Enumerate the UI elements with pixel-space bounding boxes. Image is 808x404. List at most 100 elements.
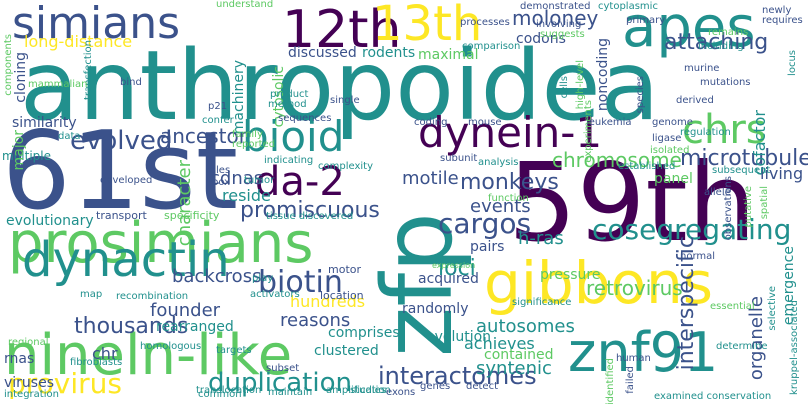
word: pairs — [470, 239, 505, 255]
word: cells — [559, 76, 570, 99]
word: normal — [680, 251, 716, 262]
word: comparison — [462, 41, 521, 52]
word: anthropoidea — [20, 30, 660, 142]
word: ancestor — [160, 124, 247, 148]
word: function — [488, 193, 529, 204]
word: coding — [414, 117, 448, 128]
word: evolution — [426, 329, 492, 345]
word: genome — [652, 117, 693, 128]
word: essential — [710, 301, 755, 312]
word: sequences — [278, 113, 332, 124]
word: da-2 — [255, 159, 345, 205]
word: events — [470, 196, 531, 217]
word: method — [268, 99, 307, 110]
word: subsequent — [712, 165, 771, 176]
word: mouse — [468, 117, 502, 128]
word: reasons — [280, 310, 351, 331]
word: apes — [622, 0, 756, 60]
word: observations — [723, 176, 734, 241]
word: selective — [767, 286, 778, 331]
word: character — [174, 160, 195, 247]
word: dynein-1 — [418, 108, 603, 157]
word: homologous — [140, 341, 202, 352]
word: contained — [484, 347, 554, 363]
word: primary — [626, 15, 666, 26]
word: autosomes — [476, 316, 575, 337]
word: nineln-like — [4, 323, 293, 388]
word: discussed — [288, 45, 357, 61]
word: znf91 — [568, 321, 719, 384]
word: comprises — [328, 325, 400, 341]
word: long-distance — [24, 32, 133, 51]
word: cdnas — [210, 168, 264, 189]
word: rodents — [362, 45, 416, 61]
word: box — [212, 177, 231, 188]
word: clustered — [314, 343, 379, 359]
word: involving — [536, 19, 582, 30]
word: cytoplasmic — [598, 1, 658, 12]
word: h-ras — [518, 228, 564, 249]
word: duplication — [208, 368, 352, 398]
word: confer — [202, 115, 234, 126]
word: motor — [328, 263, 362, 276]
word: kruppel-associated — [789, 300, 800, 395]
word: play — [252, 273, 274, 284]
word: syntenic — [476, 358, 552, 379]
word: translocation — [196, 385, 262, 396]
word: bioid — [242, 112, 345, 161]
word: monkeys — [460, 170, 559, 195]
word: chromosome — [552, 148, 682, 172]
word: regional — [8, 337, 49, 348]
word: failed — [625, 366, 636, 394]
word: pressure — [540, 267, 601, 283]
word: gibbons — [484, 249, 714, 317]
word: remains — [708, 27, 749, 38]
word: family — [232, 129, 263, 140]
word: product — [270, 89, 309, 100]
word: complexity — [318, 161, 373, 172]
word: loci — [438, 256, 476, 281]
word: acquired — [418, 271, 479, 287]
word: 59th — [508, 141, 757, 266]
word: machinery — [231, 60, 247, 135]
word: cosegregating — [592, 213, 792, 246]
word: detect — [466, 381, 498, 392]
word: rnas — [4, 351, 35, 367]
word: determine — [716, 341, 768, 352]
word: identified — [605, 358, 616, 404]
word: data — [58, 131, 81, 142]
word: including — [698, 41, 744, 52]
word: single — [330, 95, 360, 106]
word: demonstrated — [520, 1, 591, 12]
word: founder — [150, 300, 221, 321]
word: regulation — [680, 127, 731, 138]
word: activators — [250, 289, 300, 300]
word: p21 — [208, 101, 228, 112]
word: putative — [743, 186, 754, 228]
word: thousands — [74, 314, 189, 339]
word: mutations — [700, 77, 751, 88]
word: transport — [96, 209, 147, 222]
word: randomly — [402, 301, 469, 317]
word: retrovirus — [586, 276, 683, 300]
word: allele — [704, 187, 731, 198]
word: targets — [216, 345, 252, 356]
word: biotin — [258, 265, 343, 300]
word: evolutionary — [6, 213, 94, 229]
word: spatial — [759, 186, 770, 220]
word: understand — [216, 0, 274, 10]
word: exons — [386, 387, 416, 398]
word: chr — [92, 344, 118, 363]
word: tumor — [244, 175, 275, 186]
word: microtubule — [680, 146, 808, 171]
word: experiments — [583, 100, 594, 163]
word: codons — [516, 31, 566, 47]
word: achieves — [464, 334, 535, 353]
word: location — [320, 289, 364, 302]
word: bind — [120, 77, 142, 88]
word: derived — [676, 95, 714, 106]
word: roles — [206, 165, 231, 176]
word: analysis — [478, 157, 519, 168]
word: amplification — [326, 385, 391, 396]
word: subset — [266, 363, 300, 374]
